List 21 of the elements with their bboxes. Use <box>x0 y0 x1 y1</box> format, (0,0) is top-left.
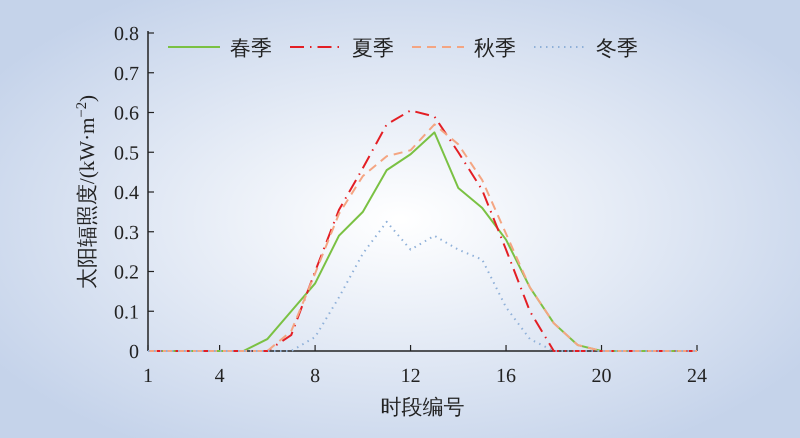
y-tick-label: 0.7 <box>114 62 139 85</box>
y-tick-label: 0.5 <box>114 142 139 164</box>
y-tick-label: 0.2 <box>114 262 139 284</box>
x-tick-label: 12 <box>400 365 421 387</box>
x-tick-label: 4 <box>214 365 225 387</box>
y-tick-label: 0.3 <box>114 222 139 244</box>
legend-label: 秋季 <box>474 36 516 60</box>
x-tick-label: 8 <box>310 365 320 387</box>
x-tick-label: 1 <box>143 365 153 387</box>
y-tick-label: 0.1 <box>114 301 139 324</box>
y-tick-label: 0.8 <box>114 23 139 45</box>
x-tick-label: 20 <box>592 365 612 387</box>
legend-label: 夏季 <box>352 36 394 60</box>
legend-label: 春季 <box>230 36 272 60</box>
x-axis-title: 时段编号 <box>380 395 464 419</box>
x-tick-label: 24 <box>687 365 707 387</box>
legend-label: 冬季 <box>596 36 638 60</box>
x-tick-label: 16 <box>496 365 516 387</box>
y-tick-label: 0.4 <box>114 182 139 204</box>
y-tick-label: 0 <box>129 341 139 363</box>
y-tick-label: 0.6 <box>114 102 139 124</box>
